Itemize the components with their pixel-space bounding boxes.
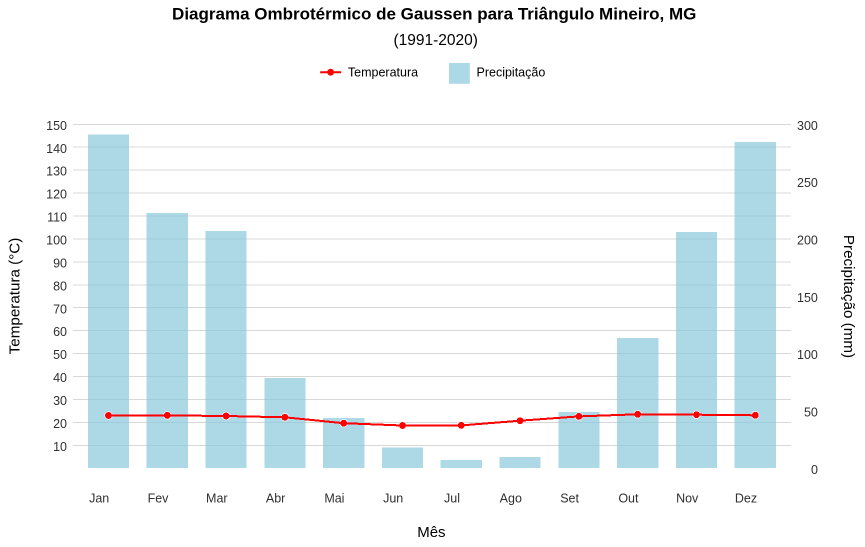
svg-text:100: 100 (797, 348, 818, 362)
svg-text:130: 130 (46, 165, 67, 179)
svg-text:Jun: Jun (383, 492, 403, 506)
svg-text:Out: Out (618, 492, 639, 506)
svg-text:20: 20 (53, 417, 67, 431)
svg-text:40: 40 (53, 371, 67, 385)
svg-text:300: 300 (797, 119, 818, 133)
svg-text:150: 150 (46, 119, 67, 133)
svg-text:10: 10 (53, 440, 67, 454)
svg-text:Fev: Fev (148, 492, 170, 506)
svg-text:Diagrama Ombrotérmico de Gauss: Diagrama Ombrotérmico de Gaussen para Tr… (172, 4, 696, 23)
svg-text:Mai: Mai (324, 492, 344, 506)
svg-text:140: 140 (46, 142, 67, 156)
svg-text:60: 60 (53, 325, 67, 339)
svg-text:50: 50 (804, 406, 818, 420)
svg-text:Jul: Jul (444, 492, 460, 506)
svg-text:Ago: Ago (500, 492, 522, 506)
svg-text:150: 150 (797, 291, 818, 305)
svg-text:(1991-2020): (1991-2020) (393, 32, 477, 49)
svg-text:100: 100 (46, 234, 67, 248)
svg-text:Mês: Mês (417, 524, 445, 541)
svg-text:Precipitação: Precipitação (477, 65, 546, 79)
svg-text:Precipitação (mm): Precipitação (mm) (840, 235, 857, 358)
svg-text:120: 120 (46, 188, 67, 202)
svg-text:30: 30 (53, 394, 67, 408)
svg-text:70: 70 (53, 302, 67, 316)
svg-text:Temperatura: Temperatura (348, 65, 418, 79)
svg-text:50: 50 (53, 348, 67, 362)
svg-text:110: 110 (47, 211, 67, 225)
svg-text:Abr: Abr (266, 492, 285, 506)
svg-text:Dez: Dez (735, 492, 757, 506)
svg-text:Jan: Jan (89, 492, 109, 506)
svg-text:Temperatura (°C): Temperatura (°C) (7, 238, 24, 355)
svg-text:Mar: Mar (206, 492, 228, 506)
svg-text:250: 250 (797, 176, 818, 190)
svg-text:80: 80 (53, 279, 67, 293)
svg-text:Nov: Nov (676, 492, 699, 506)
svg-text:200: 200 (797, 234, 818, 248)
svg-text:Set: Set (560, 492, 579, 506)
svg-text:90: 90 (53, 257, 67, 271)
svg-text:0: 0 (811, 463, 818, 477)
